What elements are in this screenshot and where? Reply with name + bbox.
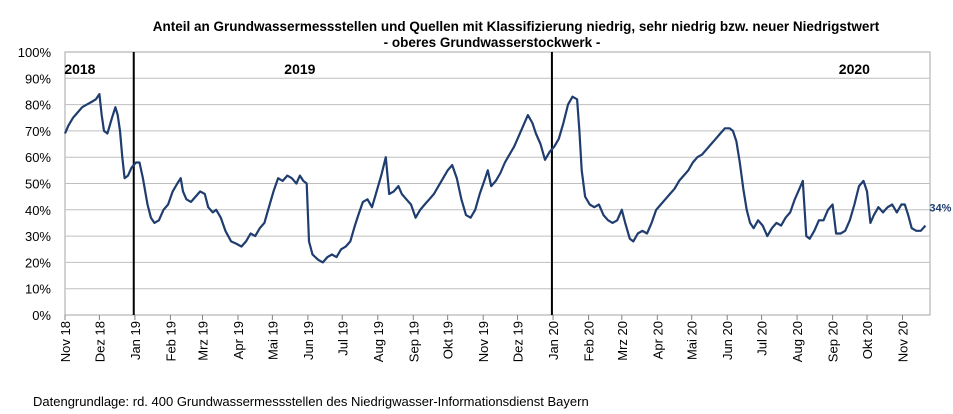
x-tick-label: Aug 19 bbox=[371, 321, 386, 362]
x-tick-label: Mrz 20 bbox=[615, 321, 630, 361]
y-tick-label: 60% bbox=[25, 150, 51, 165]
source-note: Datengrundlage: rd. 400 Grundwassermesss… bbox=[33, 394, 589, 409]
y-tick-label: 30% bbox=[25, 229, 51, 244]
x-tick-label: Nov 19 bbox=[476, 321, 491, 362]
x-tick-label: Okt 19 bbox=[441, 321, 456, 359]
x-axis-ticks: Nov 18 Dez 18 Jan 19 Feb 19 Mrz 19 Apr 19 Mai … bbox=[58, 315, 911, 362]
year-markers: 2018 2019 2020 bbox=[64, 52, 870, 315]
series-line bbox=[63, 93, 927, 264]
x-tick-label: Okt 20 bbox=[860, 321, 875, 359]
last-value-label: 34% bbox=[929, 203, 951, 215]
y-tick-label: 20% bbox=[25, 255, 51, 270]
x-tick-label: Mai 19 bbox=[265, 321, 280, 360]
x-tick-label: Apr 19 bbox=[231, 321, 246, 359]
x-tick-label: Nov 18 bbox=[58, 321, 73, 362]
year-label: 2019 bbox=[284, 61, 315, 77]
x-tick-label: Sep 20 bbox=[826, 321, 841, 362]
x-tick-label: Nov 20 bbox=[896, 321, 911, 362]
x-tick-label: Jul 20 bbox=[755, 321, 770, 356]
year-label: 2018 bbox=[64, 61, 95, 77]
y-tick-label: 0% bbox=[32, 308, 51, 323]
y-tick-label: 40% bbox=[25, 203, 51, 218]
y-tick-label: 10% bbox=[25, 282, 51, 297]
y-tick-label: 90% bbox=[25, 71, 51, 86]
y-axis-ticks: 0% 10% 20% 30% 40% 50% 60% 70% 80% 90% 100% bbox=[18, 45, 52, 323]
x-tick-label: Aug 20 bbox=[790, 321, 805, 362]
y-tick-label: 70% bbox=[25, 124, 51, 139]
x-tick-label: Sep 19 bbox=[406, 321, 421, 362]
x-tick-label: Jul 19 bbox=[335, 321, 350, 356]
chart-title: Anteil an Grundwassermessstellen und Que… bbox=[153, 19, 880, 34]
x-tick-label: Mai 20 bbox=[685, 321, 700, 360]
x-tick-label: Jun 19 bbox=[301, 321, 316, 360]
x-tick-label: Dez 19 bbox=[511, 321, 526, 362]
chart-subtitle: - oberes Grundwasserstockwerk - bbox=[384, 35, 601, 50]
x-tick-label: Apr 20 bbox=[650, 321, 665, 359]
x-tick-label: Feb 20 bbox=[582, 321, 597, 361]
x-tick-label: Jan 20 bbox=[546, 321, 561, 360]
series-layer bbox=[63, 93, 927, 264]
y-tick-label: 80% bbox=[25, 98, 51, 113]
y-tick-label: 100% bbox=[18, 45, 52, 60]
x-tick-label: Feb 19 bbox=[163, 321, 178, 361]
x-tick-label: Mrz 19 bbox=[195, 321, 210, 361]
x-tick-label: Jun 20 bbox=[720, 321, 735, 360]
y-tick-label: 50% bbox=[25, 177, 51, 192]
gridlines bbox=[65, 77, 930, 290]
year-label: 2020 bbox=[839, 61, 870, 77]
x-tick-label: Jan 19 bbox=[128, 321, 143, 360]
x-tick-label: Dez 18 bbox=[92, 321, 107, 362]
